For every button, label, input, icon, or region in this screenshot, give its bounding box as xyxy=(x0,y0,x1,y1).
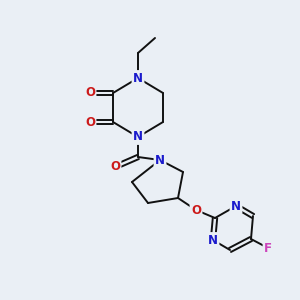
Text: N: N xyxy=(155,154,165,166)
Text: O: O xyxy=(110,160,120,173)
Text: F: F xyxy=(264,242,272,254)
Text: N: N xyxy=(231,200,241,212)
Text: O: O xyxy=(191,203,201,217)
Text: N: N xyxy=(133,71,143,85)
Text: N: N xyxy=(133,130,143,143)
Text: O: O xyxy=(85,116,95,128)
Text: N: N xyxy=(208,233,218,247)
Text: O: O xyxy=(85,86,95,100)
